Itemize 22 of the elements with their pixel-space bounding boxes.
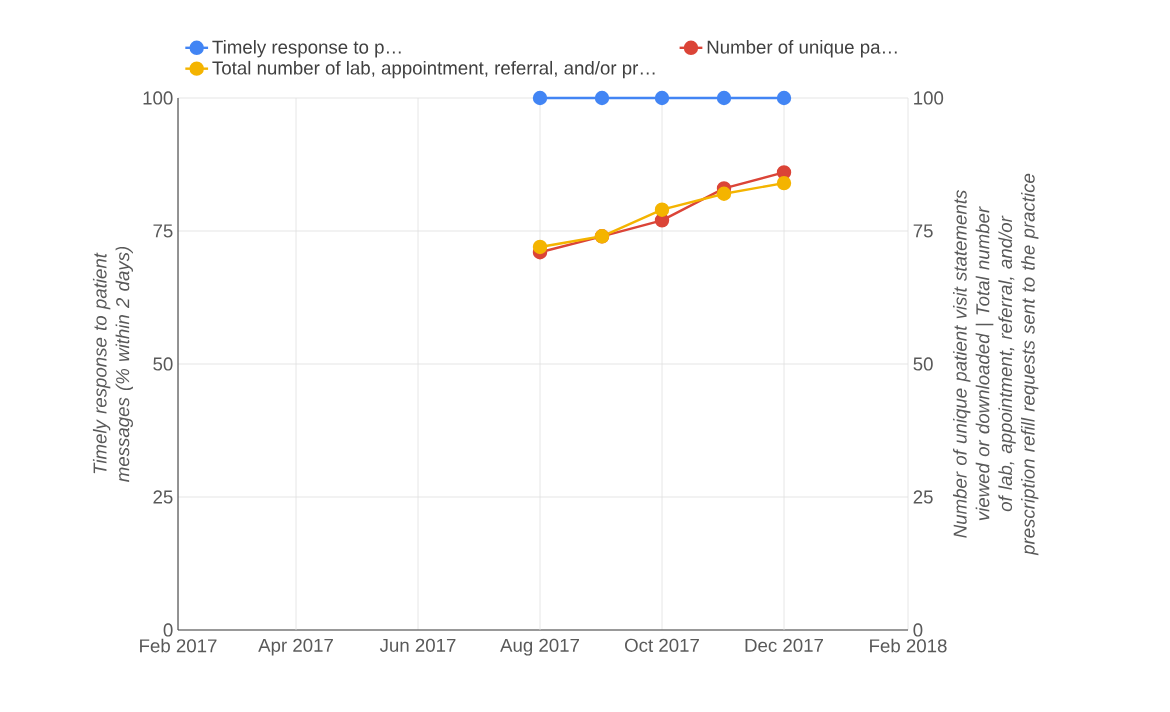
legend-label: Timely response to p… <box>212 40 401 58</box>
legend-label: Total number of lab, appointment, referral, and/or pr… <box>212 60 655 79</box>
y-axis-title: Timely response to patient messages (% within 2 days) <box>92 246 133 482</box>
y-tick-label: 100 <box>143 91 173 105</box>
y2-tick-label: 50 <box>913 357 933 371</box>
y2-axis-title: Number of unique patient visit statements viewed or downloaded | Total number of lab, appointment, referral, and/or prescription refill requests sent to the practice <box>953 173 1039 556</box>
x-tick-label: Dec 2017 <box>745 638 823 652</box>
y2-tick-label: 0 <box>913 623 923 637</box>
x-tick-label: Aug 2017 <box>500 638 580 656</box>
y-tick-label: 75 <box>153 224 173 238</box>
x-tick-label: Apr 2017 <box>258 638 333 656</box>
y2-tick-label: 75 <box>913 224 933 238</box>
y-tick-label: 25 <box>153 490 173 504</box>
legend-label: Number of unique pa… <box>707 40 897 58</box>
x-tick-label: Feb 2017 <box>140 638 217 653</box>
y2-tick-label: 100 <box>914 91 944 105</box>
y-tick-label: 50 <box>153 357 173 371</box>
x-tick-label: Feb 2018 <box>870 638 947 653</box>
y-tick-label: 0 <box>163 623 173 637</box>
y2-tick-label: 25 <box>913 490 933 504</box>
x-tick-label: Jun 2017 <box>379 638 456 652</box>
x-tick-label: Oct 2017 <box>625 638 699 652</box>
